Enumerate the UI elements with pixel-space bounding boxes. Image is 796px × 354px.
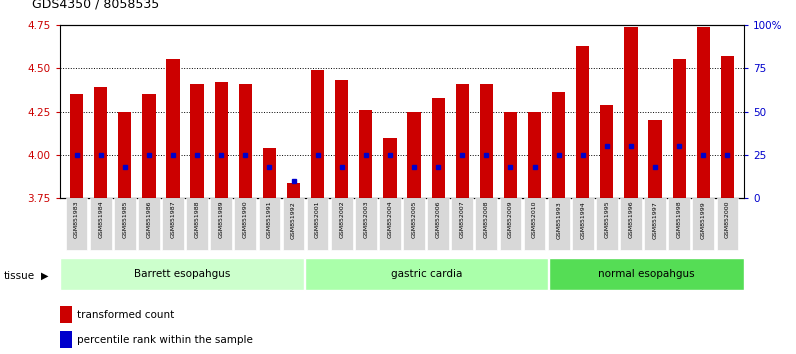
FancyBboxPatch shape bbox=[283, 198, 304, 250]
Bar bbox=[60, 306, 72, 323]
FancyBboxPatch shape bbox=[716, 198, 738, 250]
Bar bbox=[335, 80, 349, 198]
Bar bbox=[142, 94, 155, 198]
FancyBboxPatch shape bbox=[524, 198, 545, 250]
FancyBboxPatch shape bbox=[644, 198, 666, 250]
Text: GSM851983: GSM851983 bbox=[74, 201, 79, 239]
Text: normal esopahgus: normal esopahgus bbox=[598, 269, 695, 279]
Text: GSM852000: GSM852000 bbox=[725, 201, 730, 238]
FancyBboxPatch shape bbox=[186, 198, 208, 250]
Text: GSM852007: GSM852007 bbox=[460, 201, 465, 239]
Bar bbox=[384, 138, 396, 198]
Bar bbox=[720, 56, 734, 198]
Text: GSM851996: GSM851996 bbox=[629, 201, 634, 239]
Bar bbox=[359, 110, 373, 198]
FancyBboxPatch shape bbox=[355, 198, 377, 250]
Text: GSM852006: GSM852006 bbox=[435, 201, 441, 238]
Text: Barrett esopahgus: Barrett esopahgus bbox=[134, 269, 230, 279]
FancyBboxPatch shape bbox=[60, 258, 304, 290]
FancyBboxPatch shape bbox=[548, 198, 569, 250]
FancyBboxPatch shape bbox=[693, 198, 714, 250]
Bar bbox=[118, 112, 131, 198]
Bar bbox=[70, 94, 84, 198]
Text: GSM851991: GSM851991 bbox=[267, 201, 272, 239]
FancyBboxPatch shape bbox=[259, 198, 280, 250]
Text: GSM852004: GSM852004 bbox=[388, 201, 392, 239]
Bar bbox=[624, 27, 638, 198]
FancyBboxPatch shape bbox=[475, 198, 498, 250]
Text: GSM851990: GSM851990 bbox=[243, 201, 248, 239]
FancyBboxPatch shape bbox=[620, 198, 642, 250]
Text: GSM851999: GSM851999 bbox=[700, 201, 706, 239]
Text: GSM851994: GSM851994 bbox=[580, 201, 585, 239]
Bar bbox=[408, 112, 420, 198]
Text: GSM852002: GSM852002 bbox=[339, 201, 344, 239]
FancyBboxPatch shape bbox=[427, 198, 449, 250]
FancyBboxPatch shape bbox=[549, 258, 743, 290]
Text: GSM851988: GSM851988 bbox=[194, 201, 200, 238]
Text: GSM851993: GSM851993 bbox=[556, 201, 561, 239]
Bar bbox=[190, 84, 204, 198]
FancyBboxPatch shape bbox=[305, 258, 548, 290]
Text: GSM851986: GSM851986 bbox=[146, 201, 151, 238]
Bar bbox=[504, 112, 517, 198]
FancyBboxPatch shape bbox=[66, 198, 88, 250]
FancyBboxPatch shape bbox=[235, 198, 256, 250]
Text: GSM852005: GSM852005 bbox=[412, 201, 416, 238]
Text: GSM852010: GSM852010 bbox=[532, 201, 537, 238]
FancyBboxPatch shape bbox=[210, 198, 232, 250]
FancyBboxPatch shape bbox=[572, 198, 594, 250]
Bar bbox=[94, 87, 107, 198]
Text: GSM851997: GSM851997 bbox=[653, 201, 657, 239]
Text: GSM851998: GSM851998 bbox=[677, 201, 681, 239]
Bar bbox=[239, 84, 252, 198]
Text: GDS4350 / 8058535: GDS4350 / 8058535 bbox=[33, 0, 159, 11]
Text: GSM851989: GSM851989 bbox=[219, 201, 224, 239]
Text: percentile rank within the sample: percentile rank within the sample bbox=[76, 335, 252, 344]
Text: GSM852008: GSM852008 bbox=[484, 201, 489, 238]
Bar bbox=[287, 183, 300, 198]
Bar bbox=[600, 104, 614, 198]
FancyBboxPatch shape bbox=[379, 198, 400, 250]
FancyBboxPatch shape bbox=[138, 198, 160, 250]
Bar bbox=[552, 92, 565, 198]
Text: tissue: tissue bbox=[4, 271, 35, 281]
Bar bbox=[673, 59, 686, 198]
Text: GSM851995: GSM851995 bbox=[604, 201, 610, 239]
Text: GSM851984: GSM851984 bbox=[98, 201, 103, 239]
Bar bbox=[480, 84, 493, 198]
Text: GSM852001: GSM852001 bbox=[315, 201, 320, 238]
Bar bbox=[528, 112, 541, 198]
Text: gastric cardia: gastric cardia bbox=[391, 269, 462, 279]
Bar bbox=[215, 82, 228, 198]
Text: GSM851985: GSM851985 bbox=[123, 201, 127, 238]
Bar bbox=[696, 27, 710, 198]
Bar bbox=[263, 148, 276, 198]
FancyBboxPatch shape bbox=[451, 198, 473, 250]
Bar bbox=[576, 46, 589, 198]
Text: GSM852003: GSM852003 bbox=[363, 201, 369, 239]
Text: ▶: ▶ bbox=[41, 271, 49, 281]
FancyBboxPatch shape bbox=[306, 198, 329, 250]
Bar bbox=[166, 59, 180, 198]
FancyBboxPatch shape bbox=[596, 198, 618, 250]
Text: GSM851992: GSM851992 bbox=[291, 201, 296, 239]
Text: GSM852009: GSM852009 bbox=[508, 201, 513, 239]
FancyBboxPatch shape bbox=[162, 198, 184, 250]
FancyBboxPatch shape bbox=[331, 198, 353, 250]
FancyBboxPatch shape bbox=[669, 198, 690, 250]
Text: transformed count: transformed count bbox=[76, 310, 174, 320]
Text: GSM851987: GSM851987 bbox=[170, 201, 175, 239]
Bar bbox=[455, 84, 469, 198]
FancyBboxPatch shape bbox=[404, 198, 425, 250]
Bar bbox=[311, 70, 324, 198]
FancyBboxPatch shape bbox=[114, 198, 135, 250]
FancyBboxPatch shape bbox=[500, 198, 521, 250]
Bar bbox=[649, 120, 661, 198]
FancyBboxPatch shape bbox=[90, 198, 111, 250]
Bar bbox=[60, 331, 72, 348]
Bar bbox=[431, 98, 445, 198]
